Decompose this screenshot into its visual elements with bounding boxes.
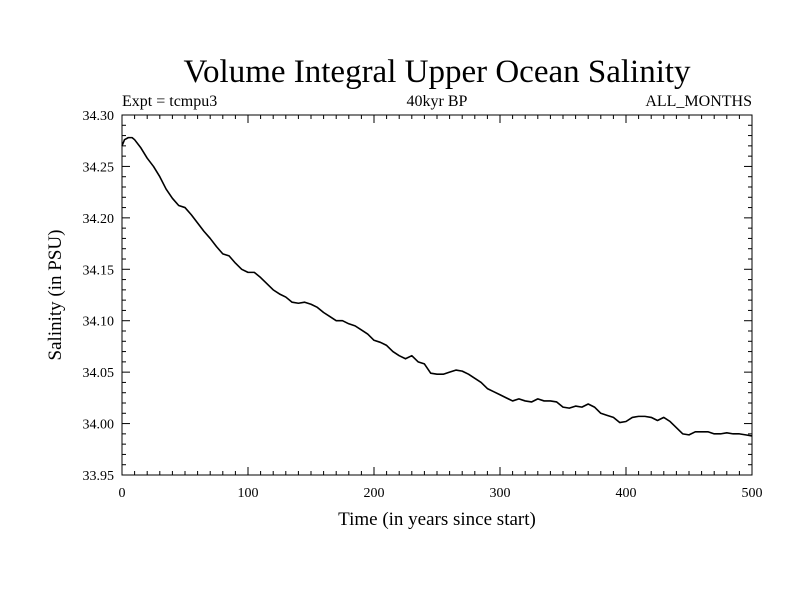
y-tick-label: 34.00 [83,418,115,433]
y-tick-label: 33.95 [83,469,115,484]
y-tick-label: 34.20 [83,212,115,227]
subtitle-center: 40kyr BP [407,93,468,110]
x-tick-label: 100 [238,486,259,501]
subtitle-right: ALL_MONTHS [645,93,752,110]
axis-ticks [121,114,753,476]
x-tick-label: 500 [742,486,763,501]
y-tick-label: 34.30 [83,109,115,124]
y-tick-label: 34.10 [83,315,115,330]
x-tick-label: 0 [119,486,126,501]
x-tick-label: 300 [490,486,511,501]
y-tick-label: 34.05 [83,366,115,381]
y-axis-label: Salinity (in PSU) [45,230,66,361]
x-axis-label: Time (in years since start) [338,509,536,530]
x-tick-label: 200 [364,486,385,501]
subtitle-left: Expt = tcmpu3 [122,93,217,110]
axis-tick-labels: 0 100 200 300 400 500 33.95 34.00 34.05 34.10 34.1… [83,109,763,501]
y-tick-label: 34.25 [83,160,115,175]
salinity-series-line [121,136,753,437]
chart-title: Volume Integral Upper Ocean Salinity [183,54,691,90]
x-tick-label: 400 [616,486,637,501]
y-tick-label: 34.15 [83,263,115,278]
